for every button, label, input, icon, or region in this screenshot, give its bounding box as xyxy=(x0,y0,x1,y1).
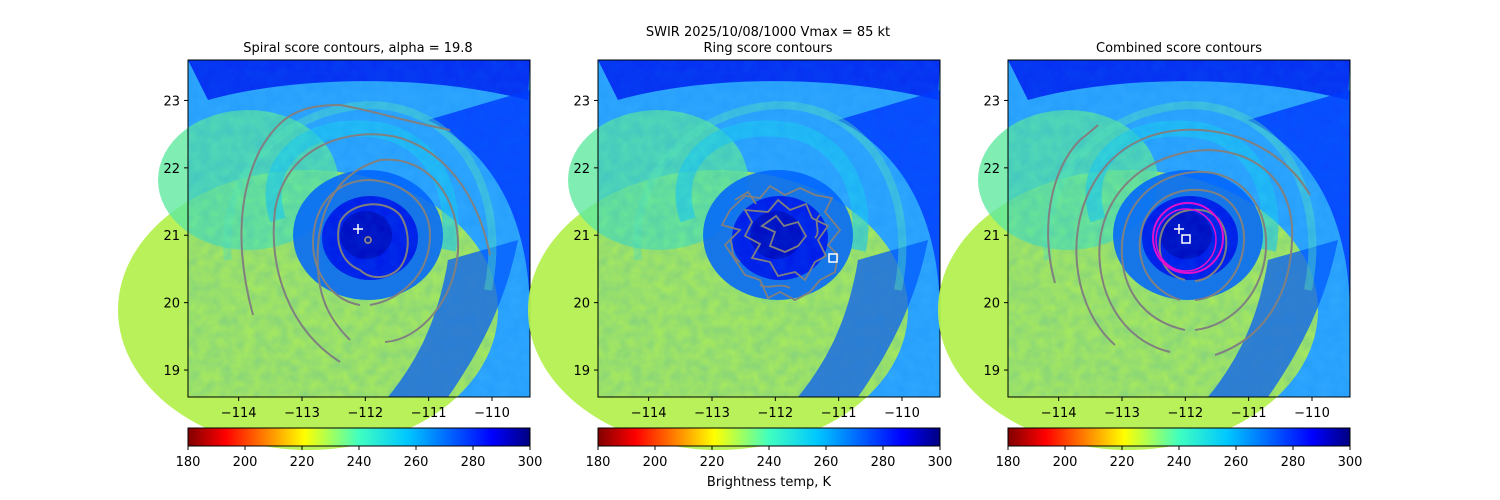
panel-ring: Ring score contours −114 −113 −112 −111 −110… xyxy=(528,41,952,490)
colorbar-tick-label: 240 xyxy=(347,455,372,470)
x-tick-label: −111 xyxy=(1231,406,1267,421)
y-ticks: 19 20 21 22 23 xyxy=(163,94,188,379)
colorbar-tick-label: 220 xyxy=(290,455,315,470)
heatmap-image xyxy=(938,60,1350,450)
x-tick-label: −114 xyxy=(1041,406,1077,421)
x-ticks: −114 −113 −112 −111 −110 xyxy=(631,397,920,421)
x-tick-label: −112 xyxy=(757,406,793,421)
x-tick-label: −114 xyxy=(221,406,257,421)
panel-title: Ring score contours xyxy=(703,41,832,56)
colorbar: 180 200 220 240 260 280 300 xyxy=(586,427,953,470)
colorbar: 180 200 220 240 260 280 300 xyxy=(176,427,543,470)
axes-frame xyxy=(1007,59,1351,398)
center-marker-plus xyxy=(1174,224,1184,234)
x-tick-label: −113 xyxy=(284,406,320,421)
y-tick-label: 23 xyxy=(983,94,1000,109)
y-tick-label: 22 xyxy=(983,162,1000,177)
y-tick-label: 19 xyxy=(163,364,180,379)
x-tick-label: −110 xyxy=(884,406,920,421)
y-tick-label: 23 xyxy=(573,94,590,109)
figure-suptitle: SWIR 2025/10/08/1000 Vmax = 85 kt xyxy=(646,25,890,40)
colorbar-tick-label: 200 xyxy=(1053,455,1078,470)
colorbar-tick-label: 200 xyxy=(233,455,258,470)
y-tick-label: 23 xyxy=(163,94,180,109)
colorbar-tick-label: 200 xyxy=(643,455,668,470)
x-tick-label: −110 xyxy=(474,406,510,421)
y-tick-label: 20 xyxy=(983,297,1000,312)
y-tick-label: 21 xyxy=(163,229,180,244)
y-tick-label: 20 xyxy=(573,297,590,312)
colorbar: 180 200 220 240 260 280 300 xyxy=(996,427,1363,470)
colorbar-tick-label: 280 xyxy=(871,455,896,470)
x-tick-label: −112 xyxy=(347,406,383,421)
x-tick-label: −111 xyxy=(411,406,447,421)
ring-marker-square xyxy=(828,253,838,263)
ring-contours xyxy=(720,184,842,302)
colorbar-tick-label: 240 xyxy=(757,455,782,470)
y-tick-label: 21 xyxy=(983,229,1000,244)
ring-fit-circle xyxy=(1152,202,1224,274)
colorbar-tick-label: 180 xyxy=(996,455,1021,470)
colorbar-tick-label: 180 xyxy=(586,455,611,470)
x-tick-label: −114 xyxy=(631,406,667,421)
y-tick-label: 19 xyxy=(573,364,590,379)
colorbar-tick-label: 280 xyxy=(1281,455,1306,470)
colorbar-tick-label: 300 xyxy=(518,455,543,470)
y-tick-label: 19 xyxy=(983,364,1000,379)
center-marker-plus xyxy=(353,224,363,234)
colorbar-label: Brightness temp, K xyxy=(707,475,832,490)
panel-title: Combined score contours xyxy=(1096,41,1262,56)
y-ticks: 19 20 21 22 23 xyxy=(573,94,598,379)
x-tick-label: −113 xyxy=(694,406,730,421)
x-ticks: −114 −113 −112 −111 −110 xyxy=(1041,397,1330,421)
x-tick-label: −113 xyxy=(1104,406,1140,421)
spiral-contours xyxy=(240,103,491,363)
ring-marker-square xyxy=(1181,234,1191,244)
y-tick-label: 20 xyxy=(163,297,180,312)
colorbar-tick-label: 300 xyxy=(928,455,953,470)
panel-title: Spiral score contours, alpha = 19.8 xyxy=(243,41,472,56)
panel-spiral: Spiral score contours, alpha = 19.8 −114… xyxy=(118,41,542,470)
heatmap-image xyxy=(118,60,530,450)
colorbar-tick-label: 260 xyxy=(404,455,429,470)
colorbar-tick-label: 260 xyxy=(814,455,839,470)
combined-contours xyxy=(1047,124,1311,356)
axes-frame xyxy=(597,59,941,398)
colorbar-tick-label: 220 xyxy=(700,455,725,470)
x-tick-label: −111 xyxy=(821,406,857,421)
y-tick-label: 22 xyxy=(573,162,590,177)
panel-combined: Combined score contours −114 −113 −112 −111… xyxy=(938,41,1362,470)
colorbar-tick-label: 240 xyxy=(1167,455,1192,470)
axes-frame xyxy=(187,59,531,398)
colorbar-tick-label: 260 xyxy=(1224,455,1249,470)
y-tick-label: 22 xyxy=(163,162,180,177)
y-tick-label: 21 xyxy=(573,229,590,244)
x-tick-label: −110 xyxy=(1294,406,1330,421)
colorbar-tick-label: 280 xyxy=(461,455,486,470)
x-tick-label: −112 xyxy=(1167,406,1203,421)
y-ticks: 19 20 21 22 23 xyxy=(983,94,1008,379)
colorbar-tick-label: 300 xyxy=(1338,455,1363,470)
ring-fit-circle-inner xyxy=(1155,208,1217,272)
colorbar-tick-label: 180 xyxy=(176,455,201,470)
colorbar-tick-label: 220 xyxy=(1110,455,1135,470)
x-ticks: −114 −113 −112 −111 −110 xyxy=(221,397,510,421)
